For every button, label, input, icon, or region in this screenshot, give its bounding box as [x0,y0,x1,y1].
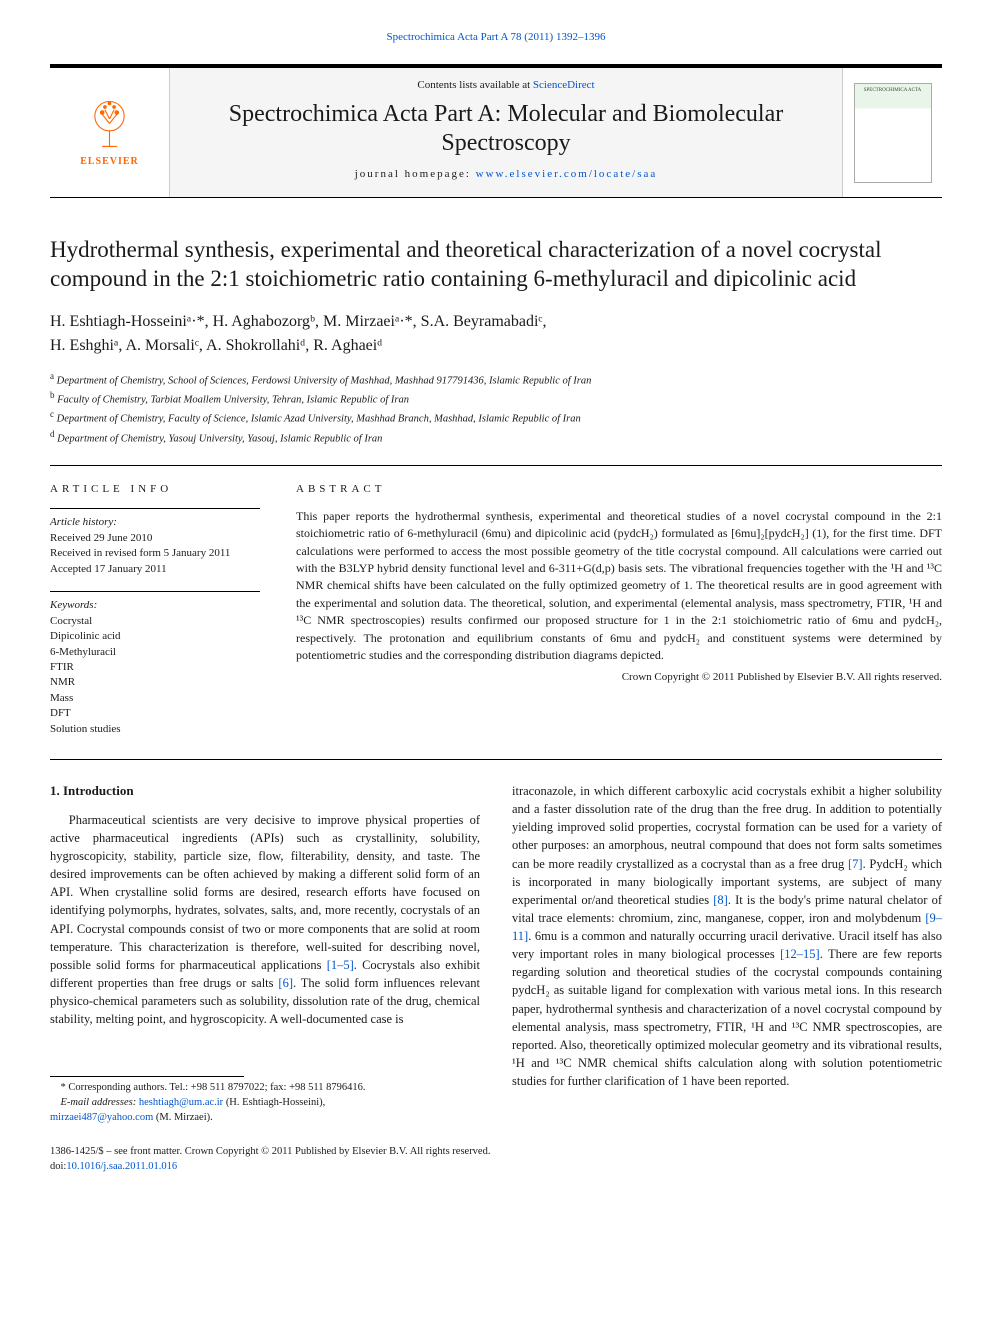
email-author-2: (M. Mirzaei). [153,1112,212,1123]
homepage-link[interactable]: www.elsevier.com/locate/saa [476,168,658,180]
intro-paragraph-2: itraconazole, in which different carboxy… [512,782,942,1090]
affiliation-d: d Department of Chemistry, Yasouj Univer… [50,428,942,447]
ref-link-1-5[interactable]: [1–5] [327,958,354,972]
keyword-item: Cocrystal [50,614,260,629]
p2-t5: . There are few reports regarding soluti… [512,947,942,1088]
page-footer: 1386-1425/$ – see front matter. Crown Co… [50,1145,942,1174]
mid-rule [50,759,942,760]
p1-t1: Pharmaceutical scientists are very decis… [50,813,480,972]
ref-link-12-15[interactable]: [12–15] [780,947,820,961]
history-label: Article history: [50,515,260,531]
journal-header: ELSEVIER Contents lists available at Sci… [50,64,942,198]
sciencedirect-link[interactable]: ScienceDirect [533,79,595,91]
ref-link-6[interactable]: [6] [278,976,293,990]
affiliation-a-text: Department of Chemistry, School of Scien… [57,375,592,386]
email-link-2[interactable]: mirzaei487@yahoo.com [50,1112,153,1123]
email-author-1: (H. Eshtiagh-Hosseini), [223,1097,325,1108]
keyword-item: Dipicolinic acid [50,629,260,644]
article-title: Hydrothermal synthesis, experimental and… [50,236,942,294]
homepage-line: journal homepage: www.elsevier.com/locat… [178,167,834,183]
elsevier-wordmark: ELSEVIER [80,155,139,170]
front-matter-line: 1386-1425/$ – see front matter. Crown Co… [50,1145,942,1160]
keyword-item: Mass [50,691,260,706]
email-link-1[interactable]: heshtiagh@um.ac.ir [139,1097,223,1108]
journal-cover-thumbnail: SPECTROCHIMICA ACTA [854,83,932,183]
affiliation-d-text: Department of Chemistry, Yasouj Universi… [57,433,382,444]
affiliations-block: a Department of Chemistry, School of Sci… [50,370,942,447]
body-two-column: 1. Introduction Pharmaceutical scientist… [50,782,942,1125]
keyword-item: NMR [50,675,260,690]
article-info-heading: article info [50,482,260,498]
journal-name: Spectrochimica Acta Part A: Molecular an… [178,100,834,158]
intro-paragraph-1: Pharmaceutical scientists are very decis… [50,811,480,1029]
abstract-text: This paper reports the hydrothermal synt… [296,508,942,665]
keyword-item: 6-Methyluracil [50,645,260,660]
elsevier-tree-icon [82,96,137,151]
section-1-heading: 1. Introduction [50,782,480,801]
cover-thumb-cell: SPECTROCHIMICA ACTA [842,68,942,197]
email-line-2: mirzaei487@yahoo.com (M. Mirzaei). [50,1111,480,1126]
journal-citation-link[interactable]: Spectrochimica Acta Part A 78 (2011) 139… [387,31,606,43]
keywords-list: Cocrystal Dipicolinic acid 6-Methyluraci… [50,614,260,737]
elsevier-logo: ELSEVIER [65,83,155,183]
email-label: E-mail addresses: [61,1097,139,1108]
publisher-logo-cell: ELSEVIER [50,68,170,197]
corresponding-footnote: * Corresponding authors. Tel.: +98 511 8… [50,1076,480,1125]
info-abstract-row: article info Article history: Received 2… [50,482,942,737]
header-center: Contents lists available at ScienceDirec… [170,68,842,197]
cover-thumb-caption: SPECTROCHIMICA ACTA [864,87,922,94]
contents-prefix: Contents lists available at [417,79,532,91]
corr-author-line: * Corresponding authors. Tel.: +98 511 8… [50,1081,480,1096]
homepage-prefix: journal homepage: [355,168,476,180]
doi-prefix: doi: [50,1161,66,1172]
abstract-heading: abstract [296,482,942,498]
doi-link[interactable]: 10.1016/j.saa.2011.01.016 [66,1161,177,1172]
footnote-rule [50,1076,244,1077]
affiliation-b-text: Faculty of Chemistry, Tarbiat Moallem Un… [57,395,409,406]
revised-date: Received in revised form 5 January 2011 [50,546,260,561]
affiliation-b: b Faculty of Chemistry, Tarbiat Moallem … [50,389,942,408]
email-addresses-line: E-mail addresses: heshtiagh@um.ac.ir (H.… [50,1096,480,1111]
accepted-date: Accepted 17 January 2011 [50,562,260,577]
affiliation-a: a Department of Chemistry, School of Sci… [50,370,942,389]
keyword-item: FTIR [50,660,260,675]
info-subdivider-2 [50,591,260,592]
contents-available-line: Contents lists available at ScienceDirec… [178,78,834,94]
authors-line-1: H. Eshtiagh-Hosseiniᵃ·*, H. Aghabozorgᵇ,… [50,310,942,334]
authors-line-2: H. Eshghiᵃ, A. Morsaliᶜ, A. Shokrollahiᵈ… [50,334,942,358]
ref-link-7[interactable]: [7] [848,857,863,871]
ref-link-8[interactable]: [8] [713,893,728,907]
keywords-label: Keywords: [50,598,260,614]
abstract-copyright: Crown Copyright © 2011 Published by Else… [296,670,942,686]
keyword-item: Solution studies [50,722,260,737]
keyword-item: DFT [50,706,260,721]
authors-block: H. Eshtiagh-Hosseiniᵃ·*, H. Aghabozorgᵇ,… [50,310,942,358]
doi-line: doi:10.1016/j.saa.2011.01.016 [50,1160,942,1175]
info-subdivider-1 [50,508,260,509]
article-info-column: article info Article history: Received 2… [50,482,260,737]
top-rule [50,465,942,466]
history-dates: Received 29 June 2010 Received in revise… [50,531,260,577]
affiliation-c: c Department of Chemistry, Faculty of Sc… [50,408,942,427]
journal-citation: Spectrochimica Acta Part A 78 (2011) 139… [50,30,942,46]
affiliation-c-text: Department of Chemistry, Faculty of Scie… [57,414,581,425]
received-date: Received 29 June 2010 [50,531,260,546]
abstract-column: abstract This paper reports the hydrothe… [296,482,942,737]
